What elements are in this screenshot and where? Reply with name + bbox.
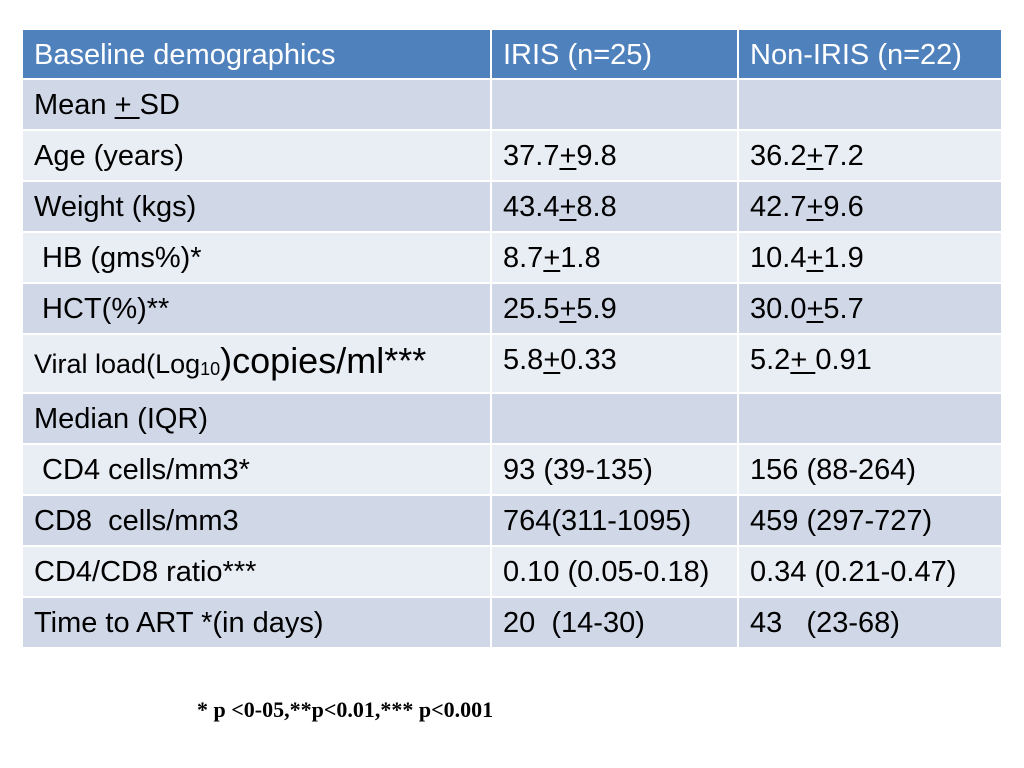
plus-minus-sign: + [543,242,561,274]
table-row-section-median-iqr: Median (IQR) [21,392,1003,445]
non-iris-value: 43 (23-68) [737,596,1003,649]
section-label: Median (IQR) [21,392,492,445]
iris-value: 20 (14-30) [490,596,739,649]
iris-value: 43.4+8.8 [490,180,739,233]
table-row-section-mean-sd: Mean + SD [21,78,1003,131]
table-row: HCT(%)** 25.5+5.9 30.0+5.7 [21,282,1003,335]
iris-value: 93 (39-135) [490,443,739,496]
non-iris-value [737,392,1003,445]
row-label: HB (gms%)* [21,231,492,284]
plus-minus-sign: + [543,344,561,376]
iris-value [490,78,739,131]
column-header-non-iris: Non-IRIS (n=22) [737,28,1003,80]
table-header-row: Baseline demographics IRIS (n=25) Non-IR… [21,28,1003,80]
iris-value: 764(311-1095) [490,494,739,547]
iris-value [490,392,739,445]
iris-value: 8.7+1.8 [490,231,739,284]
table-row: HB (gms%)* 8.7+1.8 10.4+1.9 [21,231,1003,284]
row-label: Time to ART *(in days) [21,596,492,649]
plus-minus-sign: + [806,140,824,172]
non-iris-value: 0.34 (0.21-0.47) [737,545,1003,598]
plus-minus-sign: + [559,191,577,223]
row-label: Viral load(Log10)copies/ml*** [21,333,492,394]
plus-minus-sign: + [806,242,824,274]
table-row: Time to ART *(in days) 20 (14-30) 43 (23… [21,596,1003,649]
iris-value: 5.8+0.33 [490,333,739,394]
plus-minus-sign: + [114,89,140,121]
table-row: Viral load(Log10)copies/ml*** 5.8+0.33 5… [21,333,1003,394]
row-label-text: Viral load(Log [34,349,201,379]
plus-minus-sign: + [806,191,824,223]
plus-minus-sign: + [559,293,577,325]
non-iris-value [737,78,1003,131]
table-row: Weight (kgs) 43.4+8.8 42.7+9.6 [21,180,1003,233]
row-label: CD4/CD8 ratio*** [21,545,492,598]
table-row: CD4/CD8 ratio*** 0.10 (0.05-0.18) 0.34 (… [21,545,1003,598]
non-iris-value: 156 (88-264) [737,443,1003,496]
significance-footnote: * p <0-05,**p<0.01,*** p<0.001 [197,697,494,722]
non-iris-value: 5.2+ 0.91 [737,333,1003,394]
column-header-iris: IRIS (n=25) [490,28,739,80]
row-label-unit: )copies/ml*** [220,340,427,381]
iris-value: 25.5+5.9 [490,282,739,335]
non-iris-value: 36.2+7.2 [737,129,1003,182]
iris-value: 37.7+9.8 [490,129,739,182]
column-header-baseline-demographics: Baseline demographics [21,28,492,80]
non-iris-value: 459 (297-727) [737,494,1003,547]
table-row: CD4 cells/mm3* 93 (39-135) 156 (88-264) [21,443,1003,496]
row-label: CD4 cells/mm3* [21,443,492,496]
table-row: Age (years) 37.7+9.8 36.2+7.2 [21,129,1003,182]
row-label: Age (years) [21,129,492,182]
demographics-table: Baseline demographics IRIS (n=25) Non-IR… [21,28,1003,649]
log-subscript: 10 [200,359,221,379]
row-label: Weight (kgs) [21,180,492,233]
row-label: HCT(%)** [21,282,492,335]
plus-minus-sign: + [790,344,816,376]
non-iris-value: 10.4+1.9 [737,231,1003,284]
non-iris-value: 30.0+5.7 [737,282,1003,335]
row-label: CD8 cells/mm3 [21,494,492,547]
plus-minus-sign: + [559,140,577,172]
plus-minus-sign: + [806,293,824,325]
table-row: CD8 cells/mm3 764(311-1095) 459 (297-727… [21,494,1003,547]
iris-value: 0.10 (0.05-0.18) [490,545,739,598]
non-iris-value: 42.7+9.6 [737,180,1003,233]
section-label: Mean + SD [21,78,492,131]
